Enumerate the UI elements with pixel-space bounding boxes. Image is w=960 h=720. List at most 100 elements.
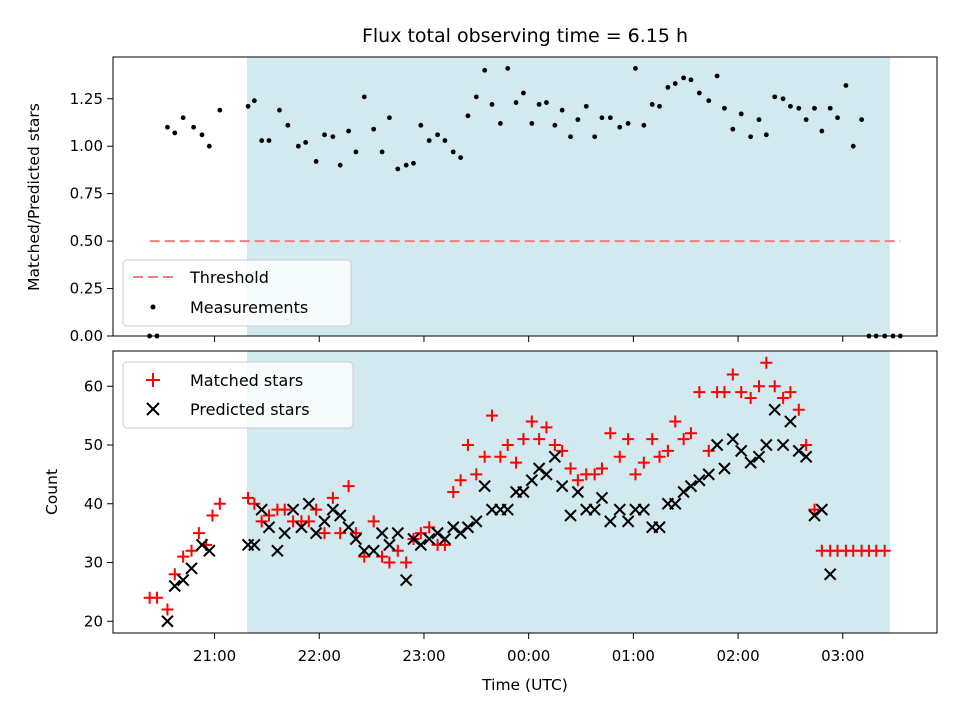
predicted-star-point	[399, 573, 413, 587]
bottom-panel: 20 30 40 50 60 21:00 22:00 23:00 00:00 01:00 02:0…	[43, 350, 938, 694]
measurement-point	[199, 132, 205, 138]
measurement-point	[505, 65, 511, 71]
predicted-star-point	[776, 438, 790, 452]
matched-star-point	[185, 544, 198, 557]
predicted-star-point	[278, 526, 291, 540]
matched-star-point	[349, 527, 362, 540]
measurement-point	[850, 143, 856, 149]
matched-star-point	[735, 386, 748, 399]
matched-star-point	[391, 544, 404, 557]
predicted-star-point	[431, 526, 444, 540]
y-tick-label: 0.50	[70, 232, 103, 250]
predicted-star-point	[391, 526, 404, 540]
measurement-point	[322, 132, 327, 138]
predicted-star-point	[555, 479, 569, 493]
measurement-point	[353, 149, 359, 155]
predicted-star-point	[195, 538, 209, 552]
measurement-point	[259, 138, 265, 143]
predicted-star-point	[604, 515, 617, 528]
matched-star-point	[684, 427, 697, 440]
measurement-point	[217, 107, 223, 113]
matched-star-point	[540, 421, 553, 434]
predicted-star-point	[726, 432, 740, 446]
measurement-point	[180, 115, 186, 121]
measurement-point	[544, 100, 549, 105]
measurement-point	[681, 75, 687, 81]
y-tick-label: 40	[84, 495, 103, 513]
measurement-point	[617, 124, 623, 130]
matched-star-point	[438, 538, 451, 551]
measurement-point	[395, 166, 401, 172]
measurement-point	[780, 96, 786, 102]
predicted-star-point	[752, 450, 766, 463]
matched-star-point	[604, 427, 617, 440]
predicted-star-point	[710, 438, 724, 452]
measurement-point	[706, 98, 712, 104]
matched-star-point	[571, 474, 584, 487]
y-tick-label: 0.00	[70, 327, 103, 345]
predicted-star-point	[407, 532, 420, 546]
measurement-point	[191, 124, 197, 130]
measurement-point	[714, 73, 720, 79]
measurement-point	[633, 65, 638, 71]
x-tick-label: 00:00	[507, 647, 550, 665]
measurement-point	[285, 122, 291, 128]
predicted-star-point	[637, 503, 651, 516]
measurement-point	[843, 83, 849, 88]
predicted-star-point	[454, 526, 467, 540]
matched-star-point	[400, 556, 413, 569]
legend-measurements-swatch	[150, 304, 156, 310]
measurement-points	[147, 65, 903, 339]
measurement-point	[738, 111, 744, 117]
predicted-star-point	[525, 474, 539, 487]
top-highlight-span	[247, 57, 890, 336]
y-tick-label: 60	[84, 377, 103, 395]
predicted-star-point	[532, 462, 546, 475]
matched-star-point	[653, 450, 666, 463]
matched-star-point	[753, 380, 766, 393]
matched-star-point	[470, 468, 483, 481]
top-legend: Threshold Measurements	[122, 259, 352, 327]
measurement-point	[426, 138, 432, 143]
matched-star-point	[677, 433, 690, 446]
measurement-point	[251, 98, 257, 104]
matched-star-point	[878, 544, 891, 557]
measurement-point	[835, 115, 840, 121]
measurement-point	[330, 134, 336, 140]
predicted-star-point	[768, 403, 781, 416]
measurement-point	[473, 94, 479, 100]
top-y-axis-label: Matched/Predicted stars	[25, 103, 43, 291]
predicted-star-point	[271, 544, 284, 557]
measurement-point	[172, 130, 178, 136]
measurement-point	[442, 138, 448, 143]
predicted-star-point	[735, 444, 748, 458]
matched-star-point	[242, 491, 255, 504]
top-y-ticks: 0.00 0.25 0.50 0.75 1.00 1.25	[70, 90, 113, 345]
predicted-star-point	[621, 515, 635, 528]
measurement-point	[361, 94, 367, 100]
matched-star-point	[718, 386, 731, 399]
predicted-star-point	[309, 526, 323, 540]
legend-predicted-swatch	[146, 402, 160, 416]
x-tick-label: 22:00	[298, 647, 341, 665]
matched-star-point	[310, 503, 323, 516]
predicted-star-point	[548, 450, 562, 463]
measurement-point	[497, 121, 503, 126]
bottom-y-axis-label: Count	[43, 469, 61, 515]
matched-star-point	[318, 527, 331, 540]
matched-star-point	[629, 468, 642, 481]
measurement-point	[411, 160, 416, 166]
matched-star-point	[192, 527, 205, 540]
matched-star-point	[693, 386, 706, 399]
measurement-point	[657, 103, 662, 109]
measurement-point	[521, 90, 526, 96]
measurement-point	[812, 105, 817, 111]
matched-star-point	[326, 491, 339, 504]
measurement-point	[819, 128, 825, 134]
matched-star-point	[447, 486, 460, 498]
legend-threshold-label: Threshold	[189, 268, 269, 287]
matched-star-point	[784, 386, 797, 399]
measurement-point	[346, 128, 351, 134]
predicted-star-point	[262, 521, 276, 534]
matched-star-point	[702, 444, 715, 457]
